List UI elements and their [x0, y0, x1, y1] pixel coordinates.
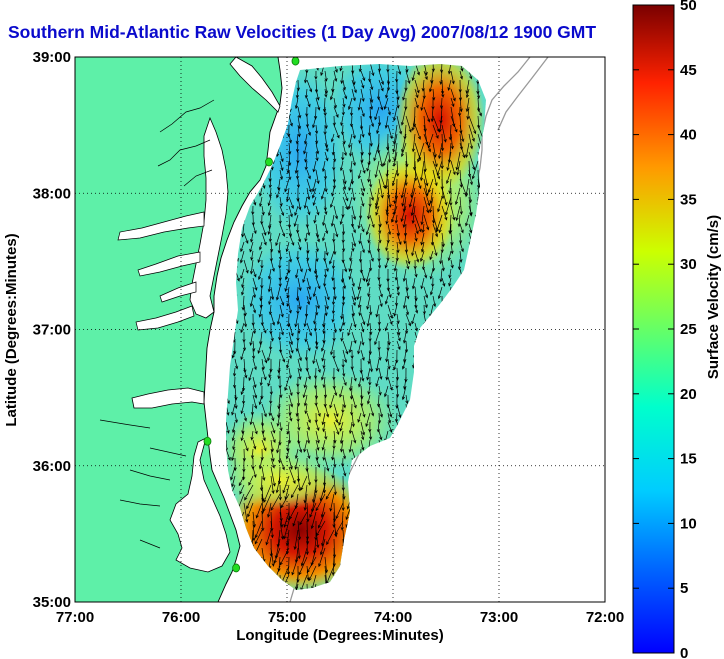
upper-bay-river — [157, 99, 215, 187]
y-axis-label: Latitude (Degrees:Minutes) — [3, 233, 20, 426]
y-tick-label: 39:00 — [33, 49, 71, 66]
colorbar-ticks: 0 5 10 15 20 25 30 35 40 45 50 — [633, 0, 697, 659]
chart-title: Southern Mid-Atlantic Raw Velocities (1 … — [8, 22, 597, 42]
pamlico-sound — [169, 437, 231, 573]
colorbar-tick-label: 10 — [680, 515, 697, 532]
potomac-river — [117, 211, 205, 241]
york-river — [159, 281, 197, 303]
gridlines — [75, 57, 605, 602]
x-tick-label: 75:00 — [268, 609, 306, 626]
colorbar — [632, 4, 675, 654]
y-tick-label: 36:00 — [33, 458, 71, 475]
radar-station-marker — [232, 563, 241, 573]
colorbar-tick-label: 15 — [680, 451, 697, 468]
radar-station-marker — [203, 436, 212, 446]
colorbar-tick-label: 45 — [680, 62, 697, 79]
colorbar-tick-label: 25 — [680, 321, 697, 338]
radar-station-marker — [291, 57, 300, 66]
land-mass — [75, 57, 283, 602]
y-tick-label: 35:00 — [33, 594, 71, 611]
shelf-break-contour-deep — [497, 57, 549, 131]
james-river — [135, 305, 195, 331]
y-tick-labels: 39:00 38:00 37:00 36:00 35:00 — [33, 49, 71, 611]
x-tick-label: 77:00 — [56, 609, 94, 626]
x-tick-labels: 77:00 76:00 75:00 74:00 73:00 72:00 — [56, 609, 624, 626]
radar-station-marker — [265, 157, 273, 167]
rappahannock-river — [137, 251, 201, 277]
colorbar-tick-label: 0 — [680, 645, 688, 659]
colorbar-tick-label: 40 — [680, 127, 697, 144]
colorbar-tick-label: 50 — [680, 0, 697, 14]
albemarle-sound — [131, 387, 205, 409]
x-tick-label: 73:00 — [480, 609, 518, 626]
plot-frame — [74, 56, 606, 603]
y-tick-label: 37:00 — [33, 322, 71, 339]
colorbar-tick-label: 30 — [680, 256, 697, 273]
x-tick-label: 72:00 — [586, 609, 624, 626]
coastal-inlets — [99, 419, 187, 549]
colorbar-label: Surface Velocity (cm/s) — [705, 215, 722, 379]
colorbar-tick-label: 35 — [680, 191, 697, 208]
y-tick-label: 38:00 — [33, 185, 71, 202]
x-tick-label: 76:00 — [162, 609, 200, 626]
colorbar-tick-label: 20 — [680, 386, 697, 403]
delaware-bay — [229, 57, 281, 113]
colorbar-tick-label: 5 — [680, 580, 688, 597]
chesapeake-bay — [189, 116, 229, 319]
x-tick-label: 74:00 — [374, 609, 412, 626]
radar-stations — [203, 57, 300, 573]
x-axis-label: Longitude (Degrees:Minutes) — [236, 627, 444, 644]
